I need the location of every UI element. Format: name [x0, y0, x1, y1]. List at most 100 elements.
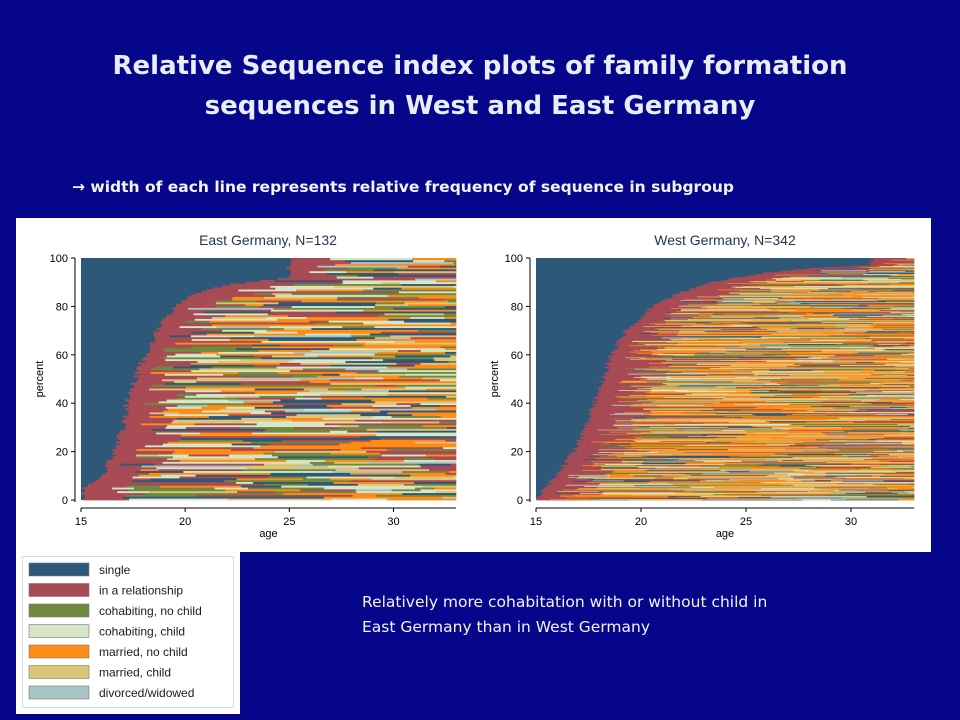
sequence-segment — [838, 266, 860, 268]
sequence-segment — [708, 282, 768, 284]
sequence-segment — [577, 450, 626, 452]
sequence-segment — [795, 486, 914, 488]
sequence-segment — [293, 465, 328, 468]
sequence-segment — [331, 498, 388, 501]
legend-swatch — [28, 644, 90, 659]
sequence-segment — [447, 384, 457, 387]
sequence-segment — [542, 489, 563, 491]
sequence-segment — [743, 305, 859, 307]
sequence-segment — [177, 439, 244, 442]
sequence-segment — [330, 478, 372, 481]
sequence-segment — [405, 386, 457, 389]
sequence-segment — [821, 349, 890, 352]
sequence-segment — [821, 488, 915, 490]
sequence-segment — [861, 284, 915, 286]
sequence-segment — [840, 364, 915, 366]
sequence-segment — [603, 492, 676, 494]
sequence-segment — [888, 356, 915, 358]
sequence-segment — [814, 471, 896, 473]
sequence-segment — [173, 311, 205, 314]
sequence-segment — [858, 288, 915, 290]
sequence-segment — [709, 332, 775, 334]
sequence-segment — [871, 323, 915, 325]
sequence-segment — [133, 487, 215, 490]
sequence-segment — [180, 434, 302, 437]
sequence-segment — [185, 386, 291, 389]
sequence-segment — [673, 477, 794, 479]
sequence-segment — [711, 488, 823, 490]
sequence-segment — [731, 370, 755, 372]
sequence-segment — [141, 358, 166, 362]
sequence-segment — [608, 357, 626, 359]
sequence-segment — [616, 347, 667, 349]
sequence-segment — [625, 330, 644, 332]
sequence-segment — [292, 259, 345, 263]
sequence-segment — [107, 468, 141, 472]
sequence-segment — [844, 430, 915, 432]
y-tick-label: 100 — [505, 253, 523, 265]
sequence-segment — [609, 474, 691, 476]
sequence-segment — [665, 320, 788, 323]
sequence-segment — [377, 314, 457, 318]
sequence-segment — [450, 322, 457, 325]
sequence-segment — [780, 386, 880, 388]
sequence-segment — [250, 402, 342, 406]
sequence-segment — [744, 429, 776, 432]
sequence-segment — [129, 382, 166, 385]
sequence-segment — [374, 353, 395, 356]
sequence-segment — [727, 415, 828, 417]
sequence-segment — [363, 289, 457, 292]
sequence-segment — [828, 431, 909, 433]
sequence-segment — [689, 318, 809, 320]
sequence-segment — [628, 462, 687, 464]
sequence-segment — [643, 387, 726, 389]
sequence-segment — [636, 388, 736, 390]
sequence-segment — [712, 459, 783, 461]
sequence-segment — [191, 338, 230, 341]
sequence-segment — [824, 353, 902, 355]
sequence-segment — [770, 380, 819, 382]
sequence-segment — [851, 395, 878, 397]
sequence-segment — [644, 369, 738, 371]
sequence-segment — [375, 494, 405, 497]
sequence-segment — [336, 298, 444, 301]
sequence-segment — [768, 390, 823, 392]
sequence-segment — [630, 405, 719, 407]
sequence-segment — [791, 445, 871, 447]
sequence-segment — [408, 303, 457, 307]
sequence-segment — [266, 329, 345, 332]
sequence-segment — [686, 462, 789, 464]
sequence-segment — [598, 483, 674, 485]
sequence-segment — [850, 306, 915, 308]
sequence-segment — [344, 300, 449, 303]
sequence-segment — [900, 480, 915, 482]
sequence-segment — [389, 382, 457, 385]
sequence-segment — [120, 430, 181, 433]
sequence-segment — [713, 493, 829, 495]
sequence-segment — [868, 487, 898, 490]
sequence-segment — [843, 332, 868, 334]
sequence-segment — [674, 427, 729, 429]
sequence-segment — [286, 267, 349, 270]
sequence-segment — [828, 293, 881, 295]
sequence-segment — [772, 427, 842, 429]
sequence-segment — [719, 490, 812, 492]
sequence-segment — [568, 463, 606, 466]
x-tick-label: 25 — [283, 516, 295, 528]
sequence-segment — [856, 286, 915, 288]
sequence-segment — [846, 326, 874, 328]
sequence-segment — [858, 303, 881, 306]
sequence-segment — [650, 390, 770, 392]
sequence-segment — [877, 299, 915, 301]
sequence-segment — [133, 386, 187, 389]
sequence-segment — [824, 362, 915, 364]
y-tick-label: 0 — [62, 495, 68, 507]
sequence-segment — [622, 341, 668, 343]
sequence-segment — [766, 282, 836, 284]
sequence-segment — [363, 309, 428, 312]
sequence-segment — [143, 357, 163, 360]
sequence-segment — [874, 362, 914, 364]
sequence-segment — [754, 489, 840, 491]
sequence-segment — [286, 459, 326, 462]
